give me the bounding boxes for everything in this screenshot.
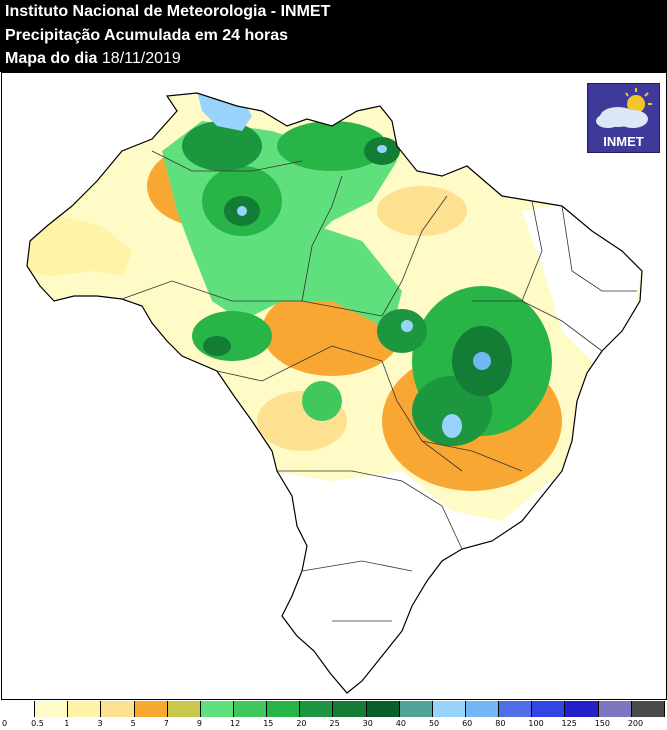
legend-swatch <box>598 701 632 717</box>
legend-label: 200 <box>627 719 644 728</box>
legend-swatch <box>499 701 533 717</box>
legend-swatch <box>2 701 36 717</box>
legend-label: 0 <box>2 719 8 728</box>
map-date-line: Mapa do dia 18/11/2019 <box>5 50 181 68</box>
legend-label: 9 <box>196 719 202 728</box>
legend-label: 40 <box>395 719 406 728</box>
legend-swatch <box>101 701 135 717</box>
map-frame <box>1 72 667 700</box>
legend-swatch <box>399 701 433 717</box>
legend-swatch <box>200 701 234 717</box>
legend-swatch <box>333 701 367 717</box>
legend-swatch <box>267 701 301 717</box>
precipitation-map <box>26 92 643 694</box>
precipitation-legend: 0 0.5 1 3 5 7 9 12 15 20 25 30 40 50 60 80 100 125 150 200 <box>2 701 665 730</box>
legend-swatch <box>300 701 334 717</box>
legend-label: 7 <box>163 719 169 728</box>
legend-label: 12 <box>230 719 241 728</box>
legend-swatch <box>432 701 466 717</box>
legend-swatch <box>167 701 201 717</box>
inmet-logo: INMET <box>587 83 660 153</box>
legend-swatch <box>631 701 665 717</box>
legend-label: 30 <box>362 719 373 728</box>
legend-color-bar <box>2 701 665 717</box>
legend-label: 125 <box>561 719 577 728</box>
legend-label: 80 <box>495 719 506 728</box>
legend-swatch <box>465 701 500 717</box>
map-date-prefix: Mapa do dia <box>5 50 102 67</box>
legend-swatch <box>532 701 566 717</box>
legend-swatch <box>35 701 69 717</box>
legend-swatch <box>68 701 102 717</box>
product-title: Precipitação Acumulada em 24 horas <box>5 27 289 44</box>
map-header: Instituto Nacional de Meteorologia - INM… <box>0 0 667 72</box>
legend-label: 150 <box>594 719 610 728</box>
sun-cloud-icon <box>596 88 652 128</box>
legend-label: 1 <box>64 719 70 728</box>
institute-title: Instituto Nacional de Meteorologia - INM… <box>5 3 331 20</box>
legend-label: 20 <box>296 719 307 728</box>
legend-label: 0.5 <box>31 719 44 728</box>
legend-swatch <box>366 701 400 717</box>
legend-swatch <box>134 701 168 717</box>
legend-label: 50 <box>428 719 440 728</box>
legend-label: 25 <box>329 719 340 728</box>
legend-label: 15 <box>263 719 274 728</box>
legend-label: 5 <box>130 719 136 728</box>
legend-swatch <box>565 701 599 717</box>
logo-label: INMET <box>603 134 644 149</box>
map-date: 18/11/2019 <box>101 50 181 67</box>
legend-swatch <box>233 701 268 717</box>
legend-label: 60 <box>462 719 473 728</box>
legend-label: 100 <box>528 719 544 728</box>
legend-label: 3 <box>97 719 103 728</box>
